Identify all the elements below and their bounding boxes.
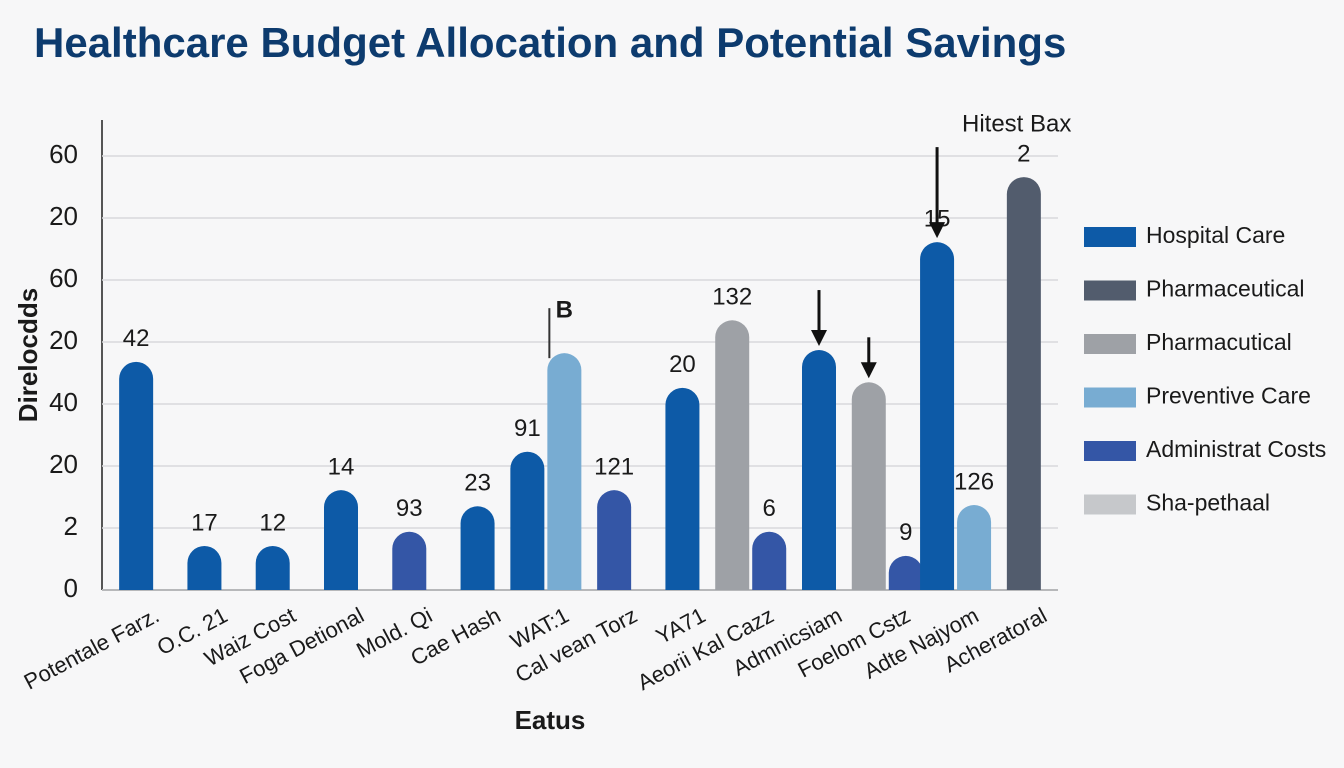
bar-annotation: 132 — [712, 284, 752, 311]
legend-swatch — [1084, 387, 1136, 408]
bar-annotation: 91 — [514, 415, 541, 442]
arrow-head — [860, 362, 877, 379]
y-tick-label: 20 — [49, 325, 78, 355]
y-tick-label: 60 — [49, 263, 78, 293]
bar-annotation: B — [556, 297, 573, 324]
bar — [715, 320, 750, 590]
bar-annotation: 20 — [669, 351, 696, 378]
bar — [752, 531, 787, 590]
bar-annotation: 23 — [464, 470, 491, 497]
legend-swatch — [1084, 227, 1136, 247]
x-tick-label: Potentale Farz. — [20, 602, 163, 694]
x-axis-label: Eatus — [515, 705, 586, 735]
y-tick-label: 20 — [49, 449, 78, 479]
legend-label: Hospital Care — [1146, 222, 1285, 248]
bar — [392, 531, 427, 590]
legend-swatch — [1084, 494, 1136, 515]
arrow-head — [929, 222, 946, 239]
bar — [510, 451, 545, 590]
y-tick-label: 40 — [49, 387, 78, 417]
bar-annotation: 12 — [259, 509, 286, 536]
legend-label: Administrat Costs — [1146, 436, 1326, 462]
bar-annotation: 121 — [594, 454, 634, 481]
arrow-head — [811, 330, 827, 347]
bar — [1006, 177, 1041, 591]
legend-swatch — [1084, 280, 1136, 301]
bar-annotation: 6 — [763, 495, 776, 522]
bar — [324, 490, 358, 590]
bar — [547, 353, 582, 590]
bar-annotation: 9 — [899, 519, 912, 546]
y-tick-label: 60 — [49, 139, 78, 169]
bar-annotation: 93 — [396, 495, 423, 522]
bar-annotation: 17 — [191, 509, 218, 536]
legend-label: Preventive Care — [1146, 383, 1311, 409]
annotation: Hitest Bax — [962, 110, 1071, 137]
bar-annotation: 42 — [123, 325, 150, 352]
legend-swatch — [1084, 441, 1136, 461]
bar-annotation: 14 — [328, 454, 355, 481]
legend-label: Pharmacutical — [1146, 329, 1292, 355]
legend-swatch — [1084, 334, 1136, 354]
y-axis-label: Direlocdds — [13, 288, 43, 422]
bar — [597, 490, 632, 590]
bar-annotation: 2 — [1017, 140, 1030, 167]
bar — [920, 242, 955, 590]
bar-annotation: 126 — [954, 468, 994, 495]
legend-label: Sha-pethaal — [1146, 490, 1270, 516]
bar — [851, 382, 886, 590]
bar — [802, 350, 836, 590]
chart-title: Healthcare Budget Allocation and Potenti… — [34, 19, 1066, 66]
legend-label: Pharmaceutical — [1146, 276, 1305, 302]
bar — [255, 545, 290, 590]
bar — [888, 555, 923, 590]
bar — [187, 545, 222, 590]
bar — [957, 505, 992, 590]
y-tick-label: 2 — [64, 511, 78, 541]
bar — [119, 361, 154, 590]
y-tick-label: 20 — [49, 201, 78, 231]
bar — [665, 387, 700, 590]
y-tick-label: 0 — [64, 573, 78, 603]
bar — [460, 506, 495, 590]
